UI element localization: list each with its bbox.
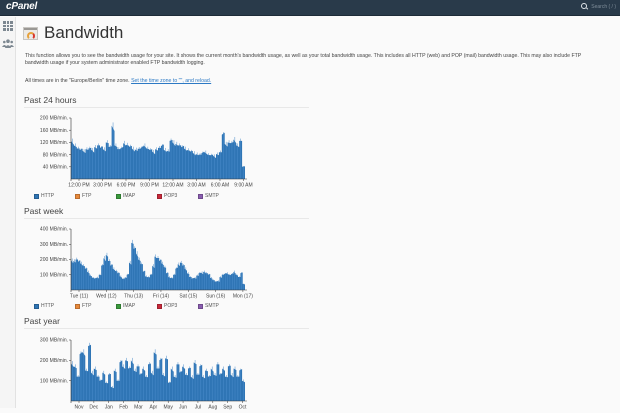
x-tick-label: Mon (17) [233,294,253,300]
legend-item-http[interactable]: HTTP [34,193,75,199]
x-tick-label: 6:00 PM [117,183,136,189]
chart-past-year: 100 MB/min. 200 MB/min. 300 MB/min. Nov Dec J… [17,335,277,413]
legend-item-ftp[interactable]: FTP [75,303,116,309]
y-tick-label: 100 MB/min. [40,272,68,278]
legend-label: FTP [82,193,92,199]
cpanel-logo[interactable]: cPanel [6,1,38,12]
legend-swatch [116,303,121,309]
sidebar [0,17,16,408]
timezone-text: All times are in the "Europe/Berlin" tim… [25,78,130,84]
legend-item-imap[interactable]: IMAP [116,303,157,309]
legend-item-pop3[interactable]: POP3 [157,303,198,309]
y-tick-label: 200 MB/min. [40,257,68,263]
legend-item-imap[interactable]: IMAP [116,193,157,199]
legend-swatch [157,303,162,309]
x-tick-label: Thu (13) [124,294,143,300]
chart-past-24-hours: 40 MB/min. 80 MB/min. 120 MB/min. 160 MB/mi… [17,113,277,191]
legend-24h: HTTP FTP IMAP POP3 SMTP [34,193,239,199]
divider [24,218,309,219]
y-tick-label: 300 MB/min. [40,338,68,344]
legend-swatch [116,193,121,199]
section-title-week: Past week [24,206,64,216]
x-tick-label: 9:00 PM [140,183,159,189]
x-tick-label: 12:00 PM [68,183,89,189]
legend-label: POP3 [164,303,178,309]
timezone-note: All times are in the "Europe/Berlin" tim… [25,78,211,84]
legend-swatch [75,193,80,199]
legend-item-ftp[interactable]: FTP [75,193,116,199]
legend-week: HTTP FTP IMAP POP3 SMTP [34,303,239,309]
x-tick-label: 12:00 AM [162,183,183,189]
search-input[interactable]: Search ( / ) [591,3,616,10]
x-tick-label: Fri (14) [153,294,169,300]
divider [24,328,309,329]
section-title-24h: Past 24 hours [24,95,77,105]
search-icon[interactable] [581,3,588,10]
top-bar: cPanel Search ( / ) [0,0,620,16]
page-description: This function allows you to see the band… [25,53,582,66]
y-tick-label: 300 MB/min. [40,242,68,248]
users-icon[interactable] [2,39,14,48]
legend-swatch [198,303,203,309]
section-title-year: Past year [24,316,60,326]
legend-swatch [157,193,162,199]
legend-swatch [75,303,80,309]
legend-swatch [34,193,39,199]
grid-icon[interactable] [3,21,13,31]
main-content: Bandwidth This function allows you to se… [17,17,620,411]
y-tick-label: 200 MB/min. [40,358,68,364]
y-tick-label: 200 MB/min. [40,116,68,122]
set-timezone-link[interactable]: Set the time zone to "", and reload. [131,78,212,84]
search-box[interactable]: Search ( / ) [581,3,616,10]
legend-label: FTP [82,303,92,309]
legend-item-pop3[interactable]: POP3 [157,193,198,199]
legend-item-smtp[interactable]: SMTP [198,303,239,309]
page-title: Bandwidth [44,23,124,42]
x-tick-label: Wed (12) [96,294,117,300]
x-tick-label: Sat (15) [179,294,197,300]
legend-label: IMAP [123,193,136,199]
y-tick-label: 400 MB/min. [40,227,68,233]
legend-label: IMAP [123,303,136,309]
legend-swatch [34,303,39,309]
y-tick-label: 40 MB/min. [43,165,68,171]
x-tick-label: Tue (11) [70,294,89,300]
x-tick-label: 9:00 AM [234,183,252,189]
y-tick-label: 80 MB/min. [43,152,68,158]
bandwidth-gauge-icon [23,26,38,40]
x-tick-label: 3:00 PM [93,183,112,189]
x-tick-label: 6:00 AM [211,183,229,189]
y-tick-label: 160 MB/min. [40,128,68,134]
x-tick-label: Sun (16) [206,294,226,300]
y-tick-label: 120 MB/min. [40,140,68,146]
page-header: Bandwidth [23,23,123,43]
legend-item-smtp[interactable]: SMTP [198,193,239,199]
legend-label: HTTP [41,193,55,199]
chart-past-week: 100 MB/min. 200 MB/min. 300 MB/min. 400 MB/… [17,224,277,302]
http-series-area [71,125,245,179]
legend-label: SMTP [205,303,219,309]
x-tick-label: 3:00 AM [187,183,205,189]
legend-swatch [198,193,203,199]
divider [24,107,309,108]
legend-label: SMTP [205,193,219,199]
legend-item-http[interactable]: HTTP [34,303,75,309]
legend-label: POP3 [164,193,178,199]
legend-label: HTTP [41,303,55,309]
y-tick-label: 100 MB/min. [40,378,68,384]
